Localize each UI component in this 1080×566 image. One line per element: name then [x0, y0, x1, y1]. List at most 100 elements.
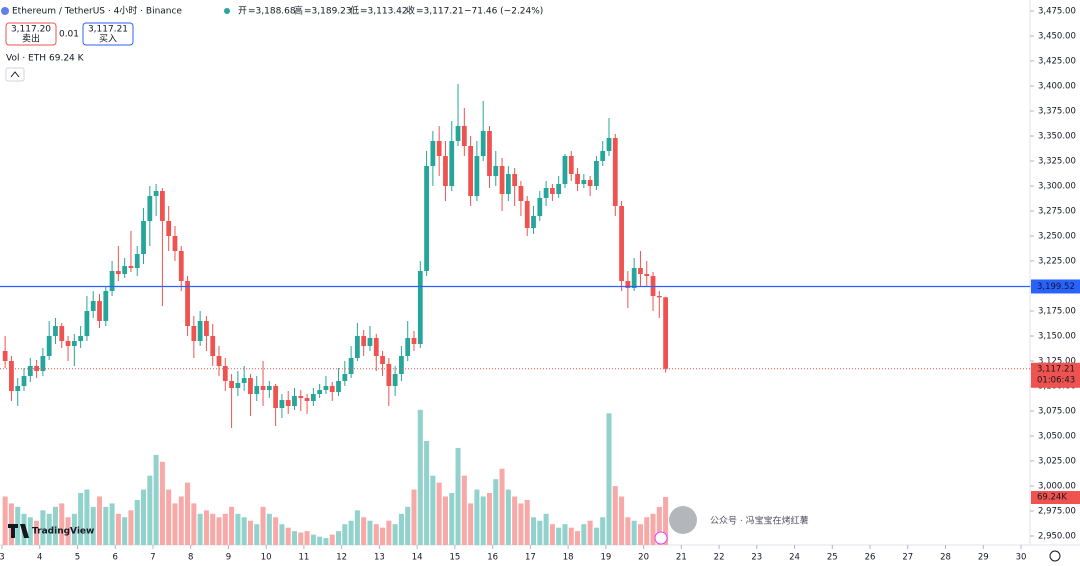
candle-body — [436, 141, 442, 156]
volume-bar — [178, 496, 184, 545]
candle-body — [373, 338, 379, 356]
volume-bar — [449, 493, 455, 545]
candle-body — [122, 266, 128, 274]
candle-body — [160, 191, 165, 221]
candle-body — [455, 126, 461, 141]
y-tick-label: 3,025.00 — [1038, 457, 1076, 467]
event-icon[interactable] — [654, 531, 668, 545]
x-tick-label: 23 — [751, 553, 762, 563]
x-tick-label: 19 — [600, 553, 611, 563]
candle-body — [172, 236, 178, 251]
volume-bar — [323, 538, 329, 545]
candle-body — [166, 221, 172, 236]
volume-bar — [600, 517, 606, 545]
brand: TradingView — [8, 524, 94, 538]
y-tick-label: 3,450.00 — [1038, 32, 1076, 42]
volume-bar — [96, 496, 103, 545]
candle-body — [417, 271, 423, 344]
volume-bar — [486, 493, 493, 545]
y-tick-label: 3,300.00 — [1038, 182, 1076, 192]
candle-body — [430, 141, 436, 166]
y-tick-label: 3,150.00 — [1038, 332, 1076, 342]
hline-tag — [1031, 279, 1080, 294]
candle-body — [185, 281, 190, 326]
y-tick-label: 3,400.00 — [1038, 82, 1076, 92]
volume-bar — [644, 517, 650, 545]
volume-bar — [430, 475, 436, 545]
volume-bar — [159, 461, 165, 545]
price-change: −71.46 (−2.24%) — [464, 7, 543, 17]
volume-bar — [499, 468, 505, 545]
candle-body — [549, 188, 555, 194]
sell-button[interactable] — [5, 22, 57, 46]
candle-body — [631, 268, 637, 288]
countdown: 01:06:43 — [1037, 375, 1075, 385]
y-tick-label: 3,050.00 — [1038, 432, 1076, 442]
ohlc-value: =3,117.21 — [416, 7, 464, 17]
volume-bar — [587, 520, 593, 545]
candle-body — [178, 251, 184, 281]
candle-body — [399, 356, 404, 374]
candle-body — [197, 321, 203, 341]
candle-body — [581, 180, 587, 184]
candle-body — [90, 301, 96, 311]
candle-body — [59, 326, 65, 341]
candle-body — [71, 341, 77, 346]
volume-bar — [216, 517, 222, 545]
volume-bar — [442, 496, 448, 545]
candle-body — [512, 174, 518, 186]
volume-bar — [304, 531, 310, 545]
ohlc-value: =3,188.68 — [248, 7, 296, 17]
volume-bar — [279, 524, 285, 545]
x-tick-label: 7 — [150, 553, 155, 563]
volume-bar — [556, 527, 562, 545]
candle-body — [241, 378, 247, 383]
volume-bar — [185, 482, 191, 545]
candle-body — [304, 398, 310, 401]
volume-bar — [128, 510, 134, 545]
y-tick-label: 3,475.00 — [1038, 7, 1076, 17]
candle-body — [128, 266, 134, 268]
candle-body — [279, 400, 285, 408]
volume-bar — [606, 413, 612, 545]
volume-bar — [109, 503, 115, 545]
volume-tag-label: 69.24K — [1037, 493, 1067, 503]
volume-bar — [380, 527, 386, 545]
candle-body — [493, 166, 499, 176]
x-tick-label: 9 — [226, 553, 231, 563]
volume-bar — [291, 531, 298, 545]
symbol-icon — [1, 7, 9, 15]
volume-bar — [361, 517, 367, 545]
settings-icon[interactable] — [1049, 550, 1061, 562]
volume-bar — [103, 506, 109, 545]
volume-bar — [581, 524, 587, 545]
volume-bar — [260, 506, 266, 545]
candle-body — [134, 254, 140, 268]
volume-bar — [65, 517, 71, 545]
volume-bar — [493, 479, 499, 545]
volume-bar — [336, 531, 342, 545]
candle-body — [27, 366, 33, 376]
candle-body — [487, 131, 492, 176]
candle-body — [594, 161, 599, 186]
collapse-button[interactable] — [5, 67, 25, 82]
x-tick-label: 6 — [113, 553, 118, 563]
candle-body — [323, 386, 329, 390]
candle-body — [443, 156, 448, 186]
candle-body — [499, 166, 505, 194]
candle-body — [518, 186, 524, 201]
volume-bar — [637, 524, 643, 545]
sell-price: 3,117.20 — [11, 25, 51, 35]
ohlc-label: 低 — [350, 5, 359, 17]
candle-body — [204, 321, 209, 336]
volume-bar — [512, 496, 518, 545]
volume-bar — [436, 482, 442, 545]
candle-body — [40, 356, 46, 371]
volume-bar — [348, 520, 354, 545]
volume-bar — [153, 454, 159, 545]
buy-button[interactable] — [82, 22, 134, 46]
hline-label: 3,199.52 — [1037, 282, 1075, 292]
candle-body — [619, 206, 624, 281]
